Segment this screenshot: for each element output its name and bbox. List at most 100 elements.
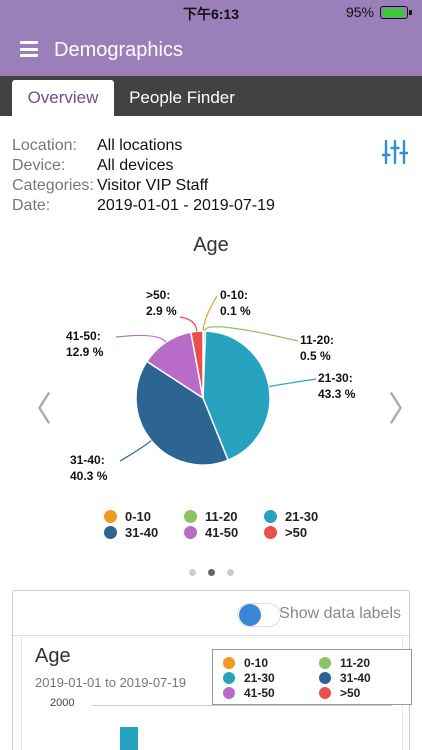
legend-dot (319, 657, 331, 669)
sliders-icon[interactable] (382, 138, 408, 166)
legend-dot (223, 672, 235, 684)
pie-data-label: 11-20: (300, 333, 334, 347)
pie-leader-line (202, 295, 218, 332)
pie-slice-31-40[interactable] (135, 360, 230, 466)
pie-leader-line (268, 378, 317, 388)
y-tick-label: 2000 (50, 697, 75, 709)
pie-data-label: 21-30: (318, 371, 353, 385)
pie-leader-line (119, 440, 152, 462)
pie-data-label: 43.3 % (318, 387, 356, 401)
legend-dot (184, 510, 197, 523)
filter-label: Location: (12, 137, 77, 154)
divider (13, 635, 409, 636)
legend-label: 0-10 (244, 656, 269, 670)
pie-data-label: 41-50: (66, 329, 101, 343)
tab-overview[interactable]: Overview (12, 80, 114, 116)
status-bar: 下午6:13 95% (0, 0, 422, 26)
legend-item[interactable]: 11-20 (184, 509, 238, 525)
legend-item[interactable]: 41-50 (223, 686, 275, 700)
legend-item[interactable]: 0-10 (104, 509, 151, 525)
filter-row-categories: Categories: Visitor VIP Staff (12, 176, 372, 196)
legend-dot (223, 657, 235, 669)
battery-percent: 95% (345, 4, 374, 20)
legend-label: 31-40 (340, 671, 371, 685)
pie-leader-line (203, 326, 299, 342)
bar-chart-card: Show data labels Age 2019-01-01 to 2019-… (12, 590, 412, 750)
pie-data-label: 2.9 % (146, 304, 177, 318)
bar-chart-title: Age (35, 645, 71, 667)
app-bar: Demographics (0, 26, 422, 76)
pie-data-label: 0.1 % (220, 304, 251, 318)
legend-label: 21-30 (285, 509, 319, 524)
filter-label: Device: (12, 157, 66, 174)
legend-label: 41-50 (205, 525, 239, 540)
filter-row-location: Location: All locations (12, 136, 372, 156)
legend-dot (104, 526, 117, 539)
legend-item[interactable]: >50 (264, 525, 307, 541)
legend-label: >50 (285, 525, 308, 540)
legend-dot (184, 526, 197, 539)
page-indicator (0, 563, 422, 581)
legend-item[interactable]: 41-50 (184, 525, 238, 541)
pie-data-label: 31-40: (70, 453, 105, 467)
prev-chart-arrow[interactable]: 〈 (18, 391, 52, 429)
pie-data-label: 12.9 % (66, 345, 104, 359)
pie-chart-title: Age (193, 234, 229, 256)
gridline (92, 705, 392, 706)
legend-label: 21-30 (244, 671, 275, 685)
legend-label: 41-50 (244, 686, 275, 700)
tab-people-finder[interactable]: People Finder (129, 88, 235, 107)
battery-icon (380, 6, 408, 19)
legend-dot (264, 526, 277, 539)
bar-chart-subtitle: 2019-01-01 to 2019-07-19 (35, 675, 187, 690)
pie-data-label: 0-10: (220, 288, 248, 302)
legend-dot (223, 687, 235, 699)
legend-dot (264, 510, 277, 523)
legend-item[interactable]: 21-30 (223, 671, 275, 685)
data-labels-toggle[interactable] (237, 603, 281, 627)
legend-item[interactable]: 21-30 (264, 509, 318, 525)
legend-item[interactable]: >50 (319, 686, 360, 700)
pie-data-label: >50: (146, 288, 170, 302)
legend-label: 0-10 (125, 509, 152, 524)
pie-data-label: 0.5 % (300, 349, 331, 363)
battery-tip (409, 10, 412, 15)
pie-leader-line (179, 316, 198, 332)
pie-data-label: 40.3 % (70, 469, 108, 483)
legend-dot (319, 672, 331, 684)
legend-item[interactable]: 31-40 (104, 525, 158, 541)
tab-bar: Overview People Finder (0, 76, 422, 116)
age-pie-chart: 0-10: 0.1 % 11-20: 0.5 % 21-30: 43.3 % 31-40: 4… (66, 288, 356, 483)
toggle-knob (239, 604, 261, 626)
legend-label: >50 (340, 686, 361, 700)
legend-label: 11-20 (205, 509, 238, 524)
legend-item[interactable]: 31-40 (319, 671, 371, 685)
bar-chart-area: Age 2019-01-01 to 2019-07-19 2000 0-10 1… (21, 637, 412, 750)
legend-label: 31-40 (125, 525, 159, 540)
toggle-label: Show data labels (279, 605, 401, 622)
pie-leader-line (115, 334, 167, 343)
page-dot-active[interactable] (207, 569, 215, 576)
page-title: Demographics (54, 39, 183, 61)
hamburger-menu-icon[interactable] (20, 41, 38, 57)
filter-value: Visitor VIP Staff (97, 177, 209, 194)
filter-label: Date: (12, 197, 51, 214)
filter-summary: Location: All locations Device: All devi… (12, 136, 372, 216)
page-dot[interactable] (188, 569, 196, 576)
filter-row-date: Date: 2019-01-01 - 2019-07-19 (12, 196, 372, 216)
pie-slice-21-30[interactable] (202, 330, 271, 462)
next-chart-arrow[interactable]: 〉 (388, 391, 422, 429)
filter-value: All devices (97, 157, 174, 174)
filter-value: 2019-01-01 - 2019-07-19 (97, 197, 275, 214)
filter-label: Categories: (12, 177, 94, 194)
bar-21-30 (120, 727, 138, 750)
legend-item[interactable]: 11-20 (319, 656, 370, 670)
legend-label: 11-20 (340, 656, 371, 670)
page-dot[interactable] (226, 569, 234, 576)
legend-dot (319, 687, 331, 699)
legend-item[interactable]: 0-10 (223, 656, 268, 670)
filter-row-device: Device: All devices (12, 156, 372, 176)
filter-value: All locations (97, 137, 183, 154)
legend-dot (104, 510, 117, 523)
status-time: 下午6:13 (182, 6, 240, 22)
